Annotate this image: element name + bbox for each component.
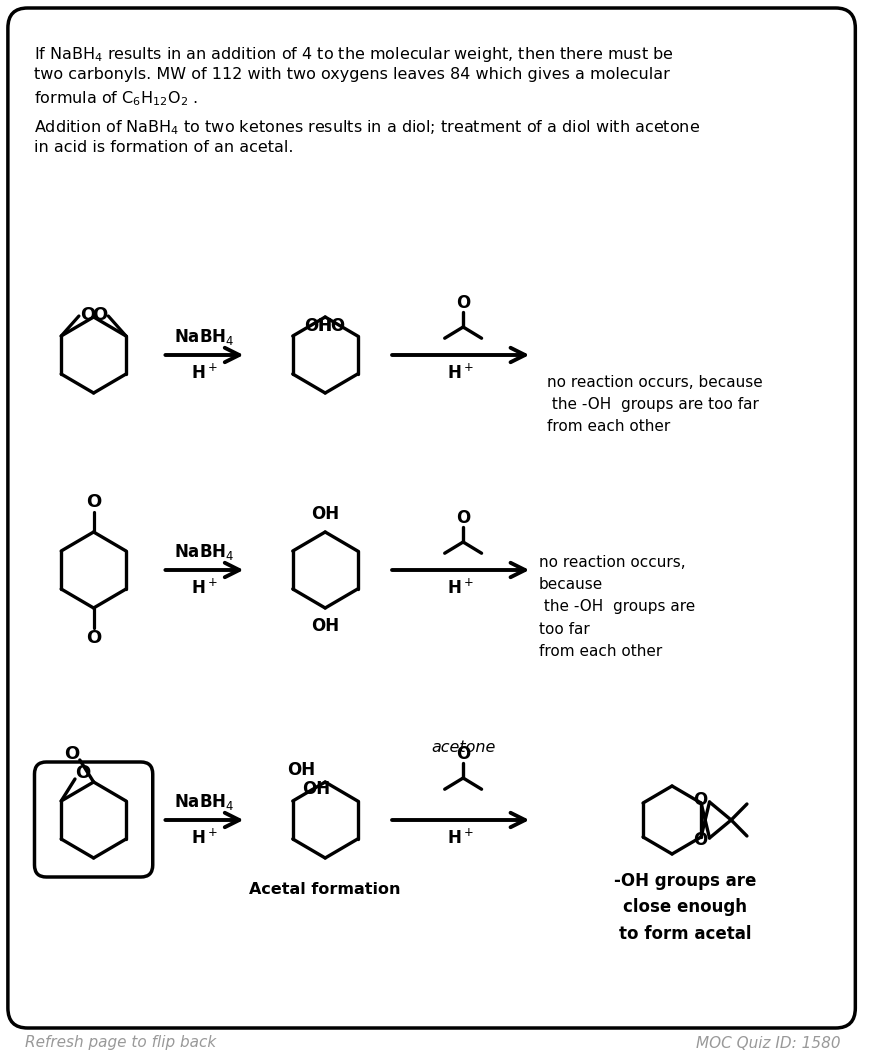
Text: O: O [86,493,101,511]
Text: H$^+$: H$^+$ [446,579,473,598]
Text: H$^+$: H$^+$ [446,363,473,383]
Text: NaBH$_4$: NaBH$_4$ [174,327,234,347]
Text: OH: OH [302,780,330,798]
Text: OH: OH [310,505,339,523]
Text: NaBH$_4$: NaBH$_4$ [174,792,234,811]
Text: HO: HO [317,317,346,335]
Text: O: O [455,509,470,527]
Text: MOC Quiz ID: 1580: MOC Quiz ID: 1580 [695,1036,839,1051]
Text: H$^+$: H$^+$ [446,828,473,847]
Text: O: O [80,306,96,324]
Text: O: O [75,764,90,782]
Text: NaBH$_4$: NaBH$_4$ [174,542,234,562]
Text: two carbonyls. MW of 112 with two oxygens leaves 84 which gives a molecular: two carbonyls. MW of 112 with two oxygen… [34,67,670,83]
Text: no reaction occurs, because
 the -OH  groups are too far
from each other: no reaction occurs, because the -OH grou… [546,375,762,435]
Text: H$^+$: H$^+$ [190,579,217,598]
Text: O: O [455,294,470,312]
Text: in acid is formation of an acetal.: in acid is formation of an acetal. [34,140,294,156]
Text: O: O [92,306,107,324]
FancyBboxPatch shape [34,762,153,877]
Text: formula of C$_6$H$_{12}$O$_2$ .: formula of C$_6$H$_{12}$O$_2$ . [34,89,198,108]
Text: OH: OH [287,761,315,779]
Text: H$^+$: H$^+$ [190,828,217,847]
Text: Acetal formation: Acetal formation [249,882,401,897]
Text: -OH groups are
close enough
to form acetal: -OH groups are close enough to form acet… [613,872,755,943]
Text: Addition of NaBH$_4$ to two ketones results in a diol; treatment of a diol with : Addition of NaBH$_4$ to two ketones resu… [34,118,700,136]
Text: OH: OH [310,617,339,635]
Text: O: O [693,831,707,849]
Text: If NaBH$_4$ results in an addition of 4 to the molecular weight, then there must: If NaBH$_4$ results in an addition of 4 … [34,45,674,63]
Text: O: O [64,745,80,763]
FancyBboxPatch shape [8,8,854,1028]
Text: O: O [86,630,101,647]
Text: O: O [455,745,470,763]
Text: no reaction occurs,
because
 the -OH  groups are
too far
from each other: no reaction occurs, because the -OH grou… [538,555,695,659]
Text: OH: OH [304,317,332,335]
Text: H$^+$: H$^+$ [190,363,217,383]
Text: acetone: acetone [431,741,495,755]
Text: Refresh page to flip back: Refresh page to flip back [25,1036,216,1051]
Text: O: O [693,791,707,809]
